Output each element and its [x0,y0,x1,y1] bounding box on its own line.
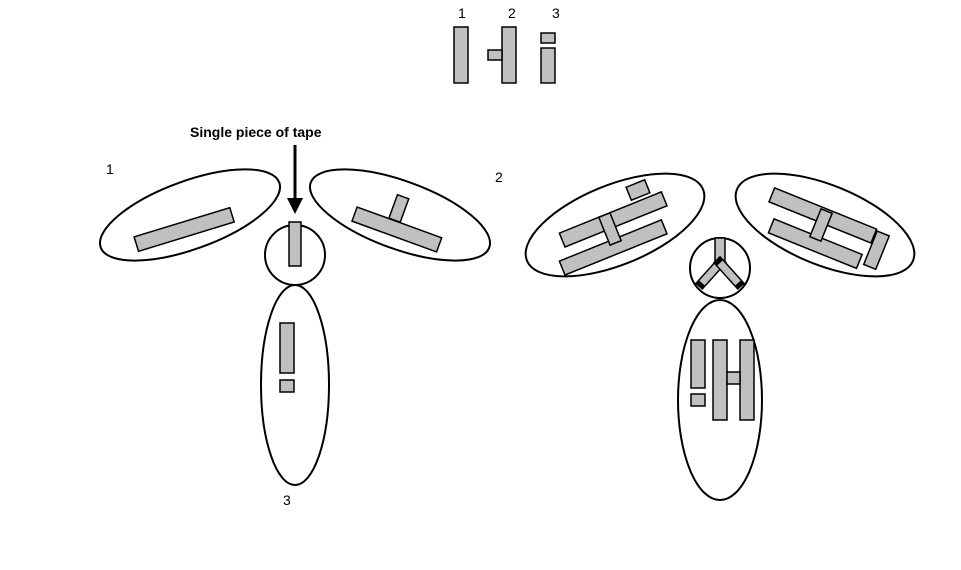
blade-number: 1 [106,161,114,177]
tape-piece [727,372,740,384]
tape-piece [134,208,234,252]
top-number: 3 [552,5,560,21]
tape-piece [454,27,468,83]
tape-piece [541,33,555,43]
tape-piece [280,323,294,373]
arrow-head [287,198,303,214]
tape-piece [740,340,754,420]
tape-piece [488,50,502,60]
blade-3 [261,285,329,485]
top-number: 1 [458,5,466,21]
tape-piece [289,222,301,266]
caption-text: Single piece of tape [190,124,322,140]
tape-piece [691,340,705,388]
propeller-diagram: 1 2 3 1 2 3 Single piece of tape [0,0,961,570]
blade-number: 2 [495,169,503,185]
top-number: 2 [508,5,516,21]
tape-piece [389,195,409,223]
tape-piece [626,180,650,200]
tape-piece [502,27,516,83]
tape-piece [280,380,294,392]
blade-number: 3 [283,492,291,508]
blade-1 [89,151,291,280]
tape-piece [713,340,727,420]
tape-piece [541,48,555,83]
tape-piece [691,394,705,406]
